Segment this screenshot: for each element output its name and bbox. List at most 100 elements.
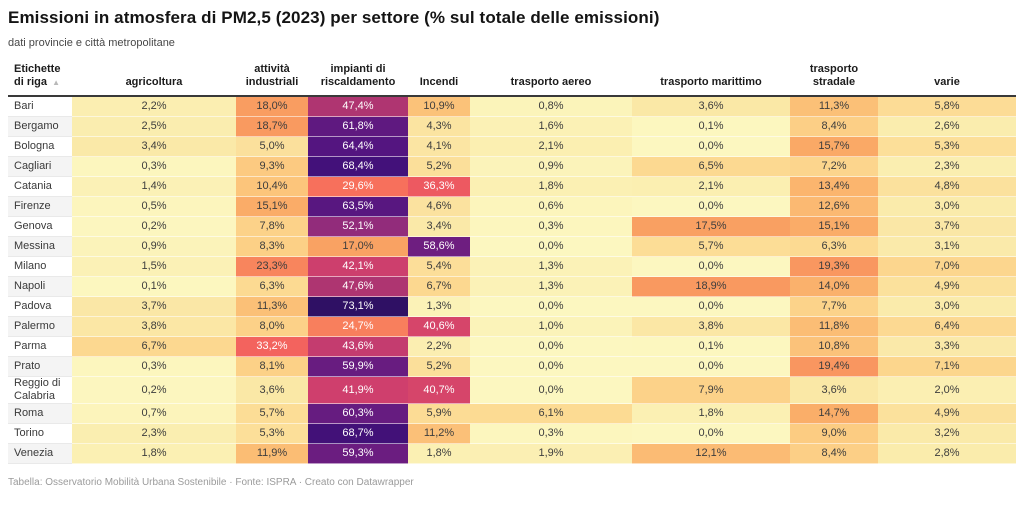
cell-parma-varie: 3,3% <box>878 336 1016 357</box>
cell-bologna-trasporto-aereo: 2,1% <box>470 136 632 157</box>
cell-padova-trasporto-marittimo: 0,0% <box>632 296 790 317</box>
cell-catania-incendi: 36,3% <box>408 176 470 197</box>
cell-milano-incendi: 5,4% <box>408 256 470 277</box>
cell-cagliari-trasporto-marittimo: 6,5% <box>632 156 790 177</box>
cell-cagliari-trasporto-stradale: 7,2% <box>790 156 878 177</box>
cell-torino-attivit-industriali: 5,3% <box>236 423 308 444</box>
cell-bologna-varie: 5,3% <box>878 136 1016 157</box>
column-header-impianti-di-riscaldamento[interactable]: impianti di riscaldamento <box>308 61 408 97</box>
cell-firenze-agricoltura: 0,5% <box>72 196 236 217</box>
page-title: Emissioni in atmosfera di PM2,5 (2023) p… <box>8 8 660 27</box>
cell-bari-varie: 5,8% <box>878 96 1016 117</box>
cell-torino-impianti-di-riscaldamento: 68,7% <box>308 423 408 444</box>
cell-napoli-trasporto-aereo: 1,3% <box>470 276 632 297</box>
table-row-catania: Catania 1,4% 10,4% 29,6% 36,3% 1,8% 2,1% 13,4% 4… <box>8 176 1016 197</box>
column-header-attivit-industriali[interactable]: attività industriali <box>236 61 308 97</box>
cell-prato-attivit-industriali: 8,1% <box>236 356 308 377</box>
cell-catania-agricoltura: 1,4% <box>72 176 236 197</box>
cell-firenze-trasporto-stradale: 12,6% <box>790 196 878 217</box>
table-row-prato: Prato 0,3% 8,1% 59,9% 5,2% 0,0% 0,0% 19,4% 7,1% <box>8 356 1016 377</box>
cell-genova-trasporto-stradale: 15,1% <box>790 216 878 237</box>
cell-reggio-di-calabria-incendi: 40,7% <box>408 376 470 404</box>
cell-milano-trasporto-stradale: 19,3% <box>790 256 878 277</box>
column-header-trasporto-stradale[interactable]: trasporto stradale <box>790 61 878 97</box>
cell-milano-attivit-industriali: 23,3% <box>236 256 308 277</box>
row-label: Cagliari <box>8 156 72 177</box>
cell-reggio-di-calabria-agricoltura: 0,2% <box>72 376 236 404</box>
row-label: Genova <box>8 216 72 237</box>
cell-firenze-trasporto-aereo: 0,6% <box>470 196 632 217</box>
row-label: Firenze <box>8 196 72 217</box>
cell-genova-agricoltura: 0,2% <box>72 216 236 237</box>
cell-padova-attivit-industriali: 11,3% <box>236 296 308 317</box>
cell-palermo-incendi: 40,6% <box>408 316 470 337</box>
cell-reggio-di-calabria-trasporto-stradale: 3,6% <box>790 376 878 404</box>
row-label: Parma <box>8 336 72 357</box>
table-row-bari: Bari 2,2% 18,0% 47,4% 10,9% 0,8% 3,6% 11,3% 5,8% <box>8 96 1016 117</box>
cell-firenze-varie: 3,0% <box>878 196 1016 217</box>
cell-catania-trasporto-stradale: 13,4% <box>790 176 878 197</box>
cell-milano-trasporto-marittimo: 0,0% <box>632 256 790 277</box>
column-header-row-labels[interactable]: Etichette di riga ▲ <box>8 61 72 97</box>
cell-prato-trasporto-marittimo: 0,0% <box>632 356 790 377</box>
cell-messina-varie: 3,1% <box>878 236 1016 257</box>
cell-napoli-attivit-industriali: 6,3% <box>236 276 308 297</box>
table-row-messina: Messina 0,9% 8,3% 17,0% 58,6% 0,0% 5,7% 6,3% 3,1… <box>8 236 1016 257</box>
cell-parma-trasporto-aereo: 0,0% <box>470 336 632 357</box>
cell-bari-trasporto-marittimo: 3,6% <box>632 96 790 117</box>
cell-palermo-trasporto-stradale: 11,8% <box>790 316 878 337</box>
cell-firenze-impianti-di-riscaldamento: 63,5% <box>308 196 408 217</box>
row-label: Venezia <box>8 443 72 464</box>
cell-catania-attivit-industriali: 10,4% <box>236 176 308 197</box>
cell-reggio-di-calabria-attivit-industriali: 3,6% <box>236 376 308 404</box>
cell-napoli-trasporto-marittimo: 18,9% <box>632 276 790 297</box>
cell-napoli-trasporto-stradale: 14,0% <box>790 276 878 297</box>
cell-venezia-trasporto-aereo: 1,9% <box>470 443 632 464</box>
cell-roma-trasporto-marittimo: 1,8% <box>632 403 790 424</box>
cell-napoli-varie: 4,9% <box>878 276 1016 297</box>
cell-cagliari-agricoltura: 0,3% <box>72 156 236 177</box>
sort-ascending-icon[interactable]: ▲ <box>52 78 60 87</box>
row-label: Milano <box>8 256 72 277</box>
cell-bergamo-varie: 2,6% <box>878 116 1016 137</box>
cell-padova-agricoltura: 3,7% <box>72 296 236 317</box>
cell-venezia-varie: 2,8% <box>878 443 1016 464</box>
cell-reggio-di-calabria-impianti-di-riscaldamento: 41,9% <box>308 376 408 404</box>
cell-cagliari-trasporto-aereo: 0,9% <box>470 156 632 177</box>
column-header-incendi[interactable]: Incendi <box>408 61 470 97</box>
cell-venezia-incendi: 1,8% <box>408 443 470 464</box>
column-header-varie[interactable]: varie <box>878 61 1016 97</box>
column-header-trasporto-aereo[interactable]: trasporto aereo <box>470 61 632 97</box>
cell-parma-incendi: 2,2% <box>408 336 470 357</box>
cell-genova-incendi: 3,4% <box>408 216 470 237</box>
cell-messina-trasporto-marittimo: 5,7% <box>632 236 790 257</box>
column-header-trasporto-marittimo[interactable]: trasporto marittimo <box>632 61 790 97</box>
column-header-agricoltura[interactable]: agricoltura <box>72 61 236 97</box>
cell-palermo-attivit-industriali: 8,0% <box>236 316 308 337</box>
table-row-torino: Torino 2,3% 5,3% 68,7% 11,2% 0,3% 0,0% 9,0% 3,2% <box>8 423 1016 444</box>
cell-reggio-di-calabria-trasporto-marittimo: 7,9% <box>632 376 790 404</box>
table-header-row: Etichette di riga ▲ agricoltura attività i… <box>8 61 1016 97</box>
table-row-venezia: Venezia 1,8% 11,9% 59,3% 1,8% 1,9% 12,1% 8,4% 2,… <box>8 443 1016 464</box>
cell-roma-incendi: 5,9% <box>408 403 470 424</box>
row-label: Padova <box>8 296 72 317</box>
row-label: Catania <box>8 176 72 197</box>
cell-catania-trasporto-marittimo: 2,1% <box>632 176 790 197</box>
cell-palermo-agricoltura: 3,8% <box>72 316 236 337</box>
cell-venezia-attivit-industriali: 11,9% <box>236 443 308 464</box>
cell-parma-impianti-di-riscaldamento: 43,6% <box>308 336 408 357</box>
cell-genova-impianti-di-riscaldamento: 52,1% <box>308 216 408 237</box>
cell-bari-trasporto-stradale: 11,3% <box>790 96 878 117</box>
table-row-firenze: Firenze 0,5% 15,1% 63,5% 4,6% 0,6% 0,0% 12,6% 3,… <box>8 196 1016 217</box>
cell-bologna-impianti-di-riscaldamento: 64,4% <box>308 136 408 157</box>
cell-bologna-attivit-industriali: 5,0% <box>236 136 308 157</box>
cell-roma-attivit-industriali: 5,7% <box>236 403 308 424</box>
cell-prato-varie: 7,1% <box>878 356 1016 377</box>
cell-bologna-trasporto-marittimo: 0,0% <box>632 136 790 157</box>
cell-parma-attivit-industriali: 33,2% <box>236 336 308 357</box>
cell-prato-agricoltura: 0,3% <box>72 356 236 377</box>
cell-prato-trasporto-stradale: 19,4% <box>790 356 878 377</box>
cell-catania-varie: 4,8% <box>878 176 1016 197</box>
cell-palermo-varie: 6,4% <box>878 316 1016 337</box>
cell-bari-agricoltura: 2,2% <box>72 96 236 117</box>
